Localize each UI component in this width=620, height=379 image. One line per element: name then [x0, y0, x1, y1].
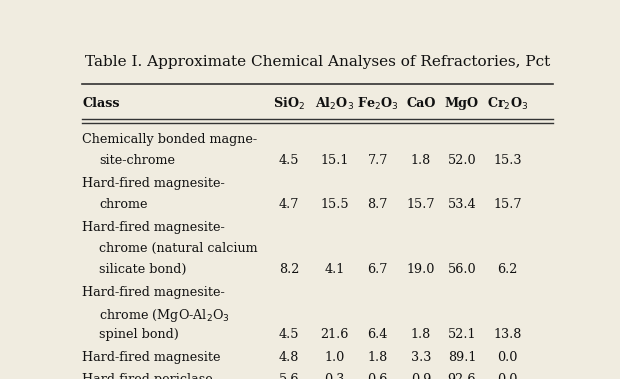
Text: 1.8: 1.8 — [368, 351, 388, 364]
Text: 6.2: 6.2 — [497, 263, 518, 276]
Text: chrome: chrome — [99, 198, 148, 211]
Text: site-chrome: site-chrome — [99, 154, 175, 168]
Text: 0.0: 0.0 — [497, 373, 518, 379]
Text: 19.0: 19.0 — [407, 263, 435, 276]
Text: 56.0: 56.0 — [448, 263, 476, 276]
Text: CaO: CaO — [406, 97, 436, 110]
Text: 1.8: 1.8 — [411, 328, 431, 341]
Text: 15.5: 15.5 — [321, 198, 349, 211]
Text: silicate bond): silicate bond) — [99, 263, 187, 276]
Text: 0.0: 0.0 — [497, 351, 518, 364]
Text: 52.1: 52.1 — [448, 328, 476, 341]
Text: MgO: MgO — [445, 97, 479, 110]
Text: 4.5: 4.5 — [278, 328, 299, 341]
Text: 13.8: 13.8 — [494, 328, 522, 341]
Text: 52.0: 52.0 — [448, 154, 476, 168]
Text: Hard-fired magnesite-: Hard-fired magnesite- — [82, 177, 225, 190]
Text: Table I. Approximate Chemical Analyses of Refractories, Pct: Table I. Approximate Chemical Analyses o… — [85, 55, 551, 69]
Text: 53.4: 53.4 — [448, 198, 476, 211]
Text: 0.3: 0.3 — [324, 373, 345, 379]
Text: Cr$_2$O$_3$: Cr$_2$O$_3$ — [487, 96, 528, 112]
Text: 1.0: 1.0 — [324, 351, 345, 364]
Text: Class: Class — [82, 97, 120, 110]
Text: 4.5: 4.5 — [278, 154, 299, 168]
Text: SiO$_2$: SiO$_2$ — [273, 96, 305, 112]
Text: Fe$_2$O$_3$: Fe$_2$O$_3$ — [357, 96, 399, 112]
Text: 21.6: 21.6 — [321, 328, 349, 341]
Text: 15.7: 15.7 — [407, 198, 435, 211]
Text: 4.8: 4.8 — [279, 351, 299, 364]
Text: 8.7: 8.7 — [368, 198, 388, 211]
Text: 0.9: 0.9 — [411, 373, 432, 379]
Text: 7.7: 7.7 — [368, 154, 388, 168]
Text: Al$_2$O$_3$: Al$_2$O$_3$ — [315, 96, 354, 112]
Text: Hard-fired magnesite-: Hard-fired magnesite- — [82, 286, 225, 299]
Text: 6.7: 6.7 — [368, 263, 388, 276]
Text: 3.3: 3.3 — [411, 351, 432, 364]
Text: 89.1: 89.1 — [448, 351, 476, 364]
Text: 4.7: 4.7 — [279, 198, 299, 211]
Text: 15.7: 15.7 — [494, 198, 522, 211]
Text: 0.6: 0.6 — [368, 373, 388, 379]
Text: 15.3: 15.3 — [494, 154, 522, 168]
Text: Hard-fired periclase: Hard-fired periclase — [82, 373, 213, 379]
Text: 6.4: 6.4 — [368, 328, 388, 341]
Text: 1.8: 1.8 — [411, 154, 431, 168]
Text: Hard-fired magnesite: Hard-fired magnesite — [82, 351, 221, 364]
Text: 15.1: 15.1 — [321, 154, 349, 168]
Text: 4.1: 4.1 — [324, 263, 345, 276]
Text: chrome (natural calcium: chrome (natural calcium — [99, 242, 258, 255]
Text: spinel bond): spinel bond) — [99, 328, 179, 341]
Text: Hard-fired magnesite-: Hard-fired magnesite- — [82, 221, 225, 233]
Text: 8.2: 8.2 — [279, 263, 299, 276]
Text: 92.6: 92.6 — [448, 373, 476, 379]
Text: 5.6: 5.6 — [278, 373, 299, 379]
Text: chrome (MgO-Al$_2$O$_3$: chrome (MgO-Al$_2$O$_3$ — [99, 307, 230, 324]
Text: Chemically bonded magne-: Chemically bonded magne- — [82, 133, 257, 146]
